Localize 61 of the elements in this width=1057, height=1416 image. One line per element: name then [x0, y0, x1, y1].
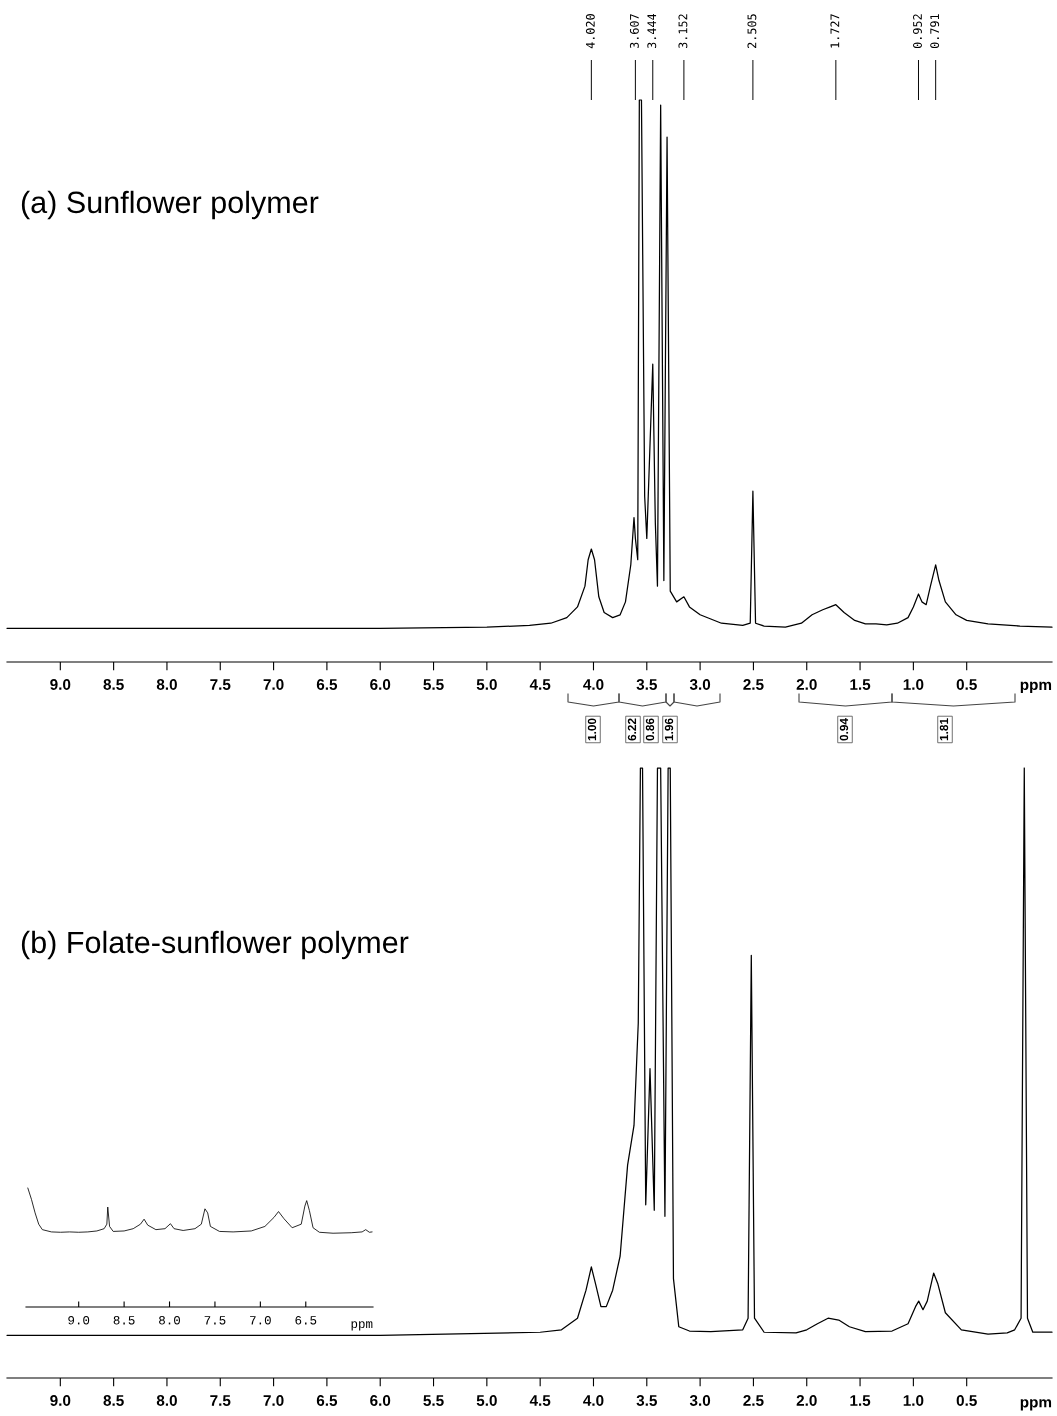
- x-tick-label: 8.5: [113, 1316, 135, 1325]
- x-tick-label: 5.5: [423, 679, 444, 690]
- x2-tick-label: 4.020: [585, 14, 595, 49]
- text: 1.96: [664, 718, 674, 741]
- x-tick-label: 2.0: [796, 679, 817, 690]
- x-tick-label: 9.0: [68, 1316, 90, 1325]
- x-tick-label: 8.5: [103, 679, 124, 690]
- x-tick-label: 6.5: [316, 1395, 338, 1406]
- x-tick-label: 1.0: [903, 1395, 924, 1406]
- x-tick-label: 3.0: [689, 679, 711, 690]
- x-tick-label: 1.0: [903, 679, 924, 690]
- x-tick-label: 2.0: [796, 1395, 817, 1406]
- x-tick-label: 5.5: [423, 1395, 444, 1406]
- x-tick-label: 7.5: [210, 679, 231, 690]
- x2-tick-label: 0.791: [930, 14, 940, 49]
- x-tick-label: 1.5: [850, 1395, 871, 1406]
- x-axis-title: ppm: [1020, 681, 1052, 694]
- x2-tick-label: 3.152: [678, 14, 688, 49]
- x2-tick-label: 1.727: [830, 14, 840, 48]
- x-tick-label: 4.5: [529, 679, 551, 690]
- x-tick-label: 7.5: [204, 1316, 226, 1325]
- x-tick-label: 9.0: [50, 679, 71, 690]
- text: (a) Sunflower polymer: [21, 190, 319, 220]
- text: (b) Folate-sunflower polymer: [21, 930, 409, 960]
- x-tick-label: 5.0: [476, 679, 497, 690]
- x-tick-label: 0.5: [956, 1395, 977, 1406]
- text: 0.86: [645, 718, 655, 741]
- x-tick-label: 6.0: [370, 1395, 391, 1406]
- x-tick-label: 7.0: [263, 1395, 284, 1406]
- text: 6.22: [627, 718, 637, 741]
- x-tick-label: 4.0: [583, 679, 604, 690]
- x-axis-title: ppm: [351, 1321, 373, 1331]
- x-tick-label: 8.0: [156, 1395, 177, 1406]
- x-tick-label: 8.5: [103, 1395, 124, 1406]
- x-tick-label: 6.0: [370, 679, 391, 690]
- text: 0.94: [839, 718, 849, 741]
- x-tick-label: 9.0: [50, 1395, 71, 1406]
- x-tick-label: 7.5: [210, 1395, 231, 1406]
- x2-tick-label: 0.952: [913, 14, 922, 49]
- x-tick-label: 6.5: [316, 679, 338, 690]
- text: 1.81: [939, 718, 949, 741]
- x-tick-label: 1.5: [850, 679, 871, 690]
- x-tick-label: 7.0: [263, 679, 284, 690]
- x-tick-label: 3.0: [689, 1395, 711, 1406]
- x-tick-label: 4.5: [529, 1395, 551, 1406]
- x-tick-label: 4.0: [583, 1395, 604, 1406]
- x2-tick-label: 3.444: [647, 13, 657, 49]
- x-axis-title: ppm: [1020, 1399, 1052, 1411]
- x-tick-label: 3.5: [636, 679, 657, 690]
- x2-tick-label: 2.505: [747, 14, 757, 49]
- x2-tick-label: 3.607: [629, 14, 639, 49]
- x-tick-label: 5.0: [476, 1395, 497, 1406]
- x-tick-label: 8.0: [159, 1316, 181, 1325]
- text: 1.00: [587, 718, 597, 741]
- x-tick-label: 7.0: [250, 1316, 271, 1325]
- x-tick-label: 6.5: [295, 1316, 317, 1325]
- x-tick-label: 2.5: [743, 1395, 764, 1406]
- x-tick-label: 0.5: [956, 679, 977, 690]
- x-tick-label: 3.5: [636, 1395, 657, 1406]
- x-tick-label: 2.5: [743, 679, 764, 690]
- x-tick-label: 8.0: [156, 679, 177, 690]
